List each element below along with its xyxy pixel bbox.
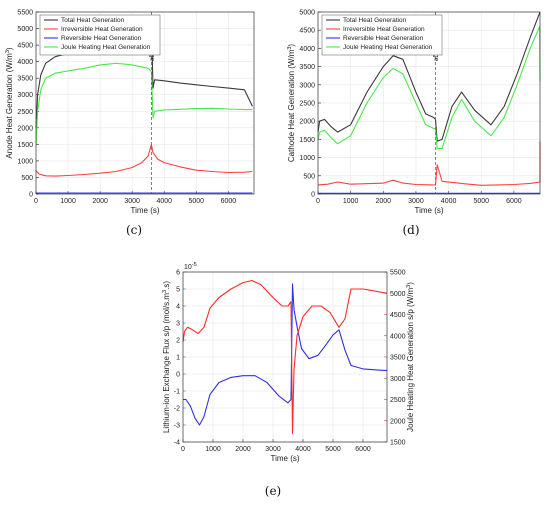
x-tick-label: 5000: [325, 446, 341, 453]
panel-d-cathode-chart: 0 1000 2000 3000 4000 5000 6000 0 500 1000 1500 200…: [287, 10, 541, 215]
series-line-left: [183, 283, 388, 426]
y-right-tick-label: 1500: [390, 440, 406, 447]
x-tick-label: 5000: [189, 198, 205, 205]
legend-entry: Reversible Heat Generation: [61, 35, 142, 42]
plot-frame: [35, 11, 255, 195]
legend-entry: Irreversible Heat Generation: [61, 26, 143, 33]
legend-box: [321, 14, 443, 56]
y-tick-label: -3: [174, 423, 180, 430]
y-tick-label: 1: [176, 355, 180, 362]
x-tick-label: 6000: [355, 446, 371, 453]
panel-e-flux-chart: 0 1000 2000 3000 4000 5000 6000 -4 -3 -2 -1 0 1 2 3 4 5 6…: [162, 262, 415, 463]
y-tick-label: 4: [176, 304, 180, 311]
y-tick-label: 5000: [17, 26, 33, 33]
x-tick-label: 3000: [265, 446, 281, 453]
y-right-tick-label: 2500: [390, 397, 406, 404]
x-tick-label: 4000: [295, 446, 311, 453]
y-tick-label: 6: [176, 270, 180, 277]
plot-frame: [182, 271, 388, 443]
y-tick-label: 4000: [17, 59, 33, 66]
y-tick-label: 1000: [17, 158, 33, 165]
y-tick-label: 2500: [17, 109, 33, 116]
y-tick-label: 2: [176, 338, 180, 345]
legend-entry: Joule Heating Heat Generation: [61, 44, 151, 51]
y-tick-label: 0: [176, 372, 180, 379]
y-tick-label: 1500: [17, 142, 33, 149]
y-tick-label: 3000: [17, 92, 33, 99]
y-right-tick-label: 5500: [390, 270, 406, 277]
x-tick-label: 4000: [156, 198, 172, 205]
legend-entry: Reversible Heat Generation: [343, 35, 424, 42]
series-line-joule-heating-heat-generation: [317, 26, 541, 150]
y-tick-label: 2000: [299, 119, 315, 126]
y-axis-label: Anode Heat Generation (W/m3): [5, 47, 14, 158]
y-tick-label: 0: [29, 192, 33, 199]
y-tick-label: 3000: [299, 82, 315, 89]
y-tick-label: 4000: [299, 46, 315, 53]
y-tick-label: 1000: [299, 155, 315, 162]
y-tick-label: 2000: [17, 125, 33, 132]
y-tick-label: 5000: [299, 10, 315, 17]
x-tick-label: 4000: [441, 198, 457, 205]
legend-entry: Joule Heating Heat Generation: [343, 44, 433, 51]
x-tick-label: 6000: [221, 198, 237, 205]
caption-d: (d): [402, 223, 419, 237]
y-tick-label: 5: [176, 287, 180, 294]
panel-c-anode-chart: 0 1000 2000 3000 4000 5000 6000 0 500 1000 1500 200…: [5, 10, 255, 215]
y-tick-label: 3: [176, 321, 180, 328]
y-right-tick-label: 4000: [390, 333, 406, 340]
x-tick-label: 2000: [235, 446, 251, 453]
x-tick-label: 1000: [343, 198, 359, 205]
x-tick-label: 0: [34, 198, 38, 205]
y-left-axis-label: Lithium-ion Exchange Flux s/p (mol/s.m3.…: [162, 281, 171, 433]
series-line-total-heat-generation: [317, 11, 541, 142]
y-tick-label: 500: [21, 175, 33, 182]
series-line-joule-heating-heat-generation: [35, 62, 253, 145]
y-tick-label: -1: [174, 389, 180, 396]
y-tick-label: 4500: [299, 28, 315, 35]
y-tick-label: 4500: [17, 43, 33, 50]
x-axis-label: Time (s): [270, 454, 299, 463]
legend-entry: Total Heat Generation: [61, 17, 125, 24]
x-tick-label: 5000: [473, 198, 489, 205]
y-right-tick-label: 3000: [390, 376, 406, 383]
x-tick-label: 2000: [376, 198, 392, 205]
x-tick-label: 0: [316, 198, 320, 205]
left-axis-scale-label: 10-5: [184, 262, 197, 271]
y-tick-label: -2: [174, 406, 180, 413]
x-axis-label: Time (s): [130, 206, 159, 215]
legend-entry: Total Heat Generation: [343, 17, 407, 24]
series-line-irreversible-heat-generation: [317, 141, 541, 186]
plot-frame: [317, 11, 541, 195]
y-right-tick-label: 4500: [390, 312, 406, 319]
y-axis-label: Cathode Heat Generation (W/m3): [287, 44, 296, 163]
y-right-tick-label: 3500: [390, 355, 406, 362]
legend-box: [39, 14, 161, 56]
y-right-tick-label: 2000: [390, 418, 406, 425]
y-tick-label: 500: [303, 173, 315, 180]
y-tick-label: -4: [174, 440, 180, 447]
y-tick-label: 5500: [17, 10, 33, 17]
legend-entry: Irreversible Heat Generation: [343, 26, 425, 33]
caption-e: (e): [265, 484, 281, 498]
x-tick-label: 6000: [506, 198, 522, 205]
y-tick-label: 2500: [299, 101, 315, 108]
series-line-irreversible-heat-generation: [35, 143, 253, 177]
y-right-axis-label: Joule Heating Heat Generation s/p (W/m3): [406, 282, 415, 432]
series-line-right: [182, 279, 388, 435]
y-tick-label: 0: [311, 192, 315, 199]
y-right-tick-label: 5000: [390, 291, 406, 298]
x-tick-label: 3000: [124, 198, 140, 205]
x-tick-label: 0: [181, 446, 185, 453]
x-tick-label: 1000: [60, 198, 76, 205]
caption-c: (c): [126, 223, 142, 237]
y-tick-label: 3500: [17, 76, 33, 83]
x-tick-label: 3000: [408, 198, 424, 205]
x-axis-label: Time (s): [414, 206, 443, 215]
y-tick-label: 1500: [299, 137, 315, 144]
x-tick-label: 1000: [205, 446, 221, 453]
y-tick-label: 3500: [299, 64, 315, 71]
x-tick-label: 2000: [92, 198, 108, 205]
